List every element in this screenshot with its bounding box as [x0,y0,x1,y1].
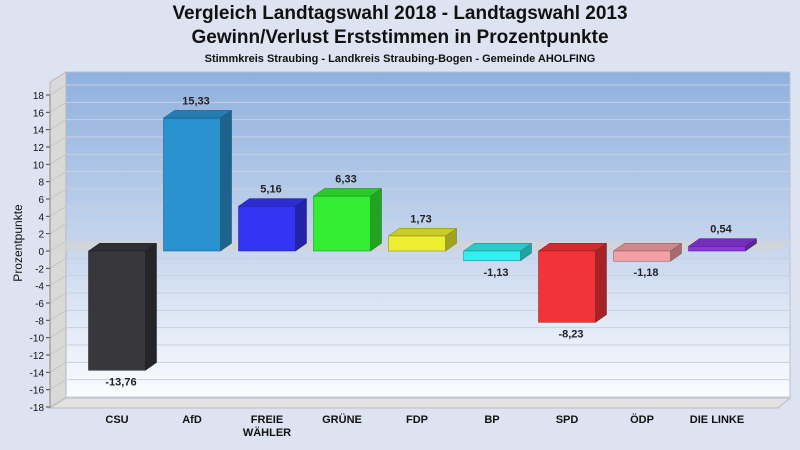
category-label: AfD [182,414,202,426]
category-label: WÄHLER [243,426,291,439]
grid-line-side [49,309,67,321]
plot-floor [48,397,792,409]
y-tick-label: 8 [38,178,44,189]
value-label: -1,13 [483,267,508,279]
bar-side [595,242,607,323]
chart-title-2: Gewinn/Verlust Erststimmen in Prozentpun… [191,27,609,48]
value-label: -8,23 [558,328,583,340]
y-tick-label: -10 [30,334,45,345]
bar-8 [687,238,758,252]
bar-front [688,246,746,252]
grid-line-side [49,275,67,287]
bar-6 [537,242,608,323]
y-tick-label: -2 [35,264,44,275]
grid-line-side [49,84,67,96]
bar-front [463,250,521,262]
bar-front [388,235,446,252]
grid-line-side [49,327,67,339]
bar-front [238,206,296,252]
chart-title: Vergleich Landtagswahl 2018 - Landtagswa… [172,3,628,24]
grid-line-side [49,153,67,165]
value-label: -13,76 [105,376,136,388]
y-tick-label: 10 [33,160,45,171]
bar-top [612,243,683,252]
bar-top [387,228,458,237]
bar-0 [87,242,158,371]
grid-line-side [49,119,67,131]
y-tick-label: 0 [38,247,44,258]
grid-line-side [49,379,67,391]
bar-top [162,110,233,119]
category-label: BP [484,414,499,426]
grid-line-side [49,361,67,373]
category-label: SPD [556,414,579,426]
y-tick-label: -8 [35,316,44,327]
grid-line-side [49,257,67,269]
bar-front [613,250,671,262]
plot-left-wall [49,71,67,409]
bar-1 [162,109,233,252]
bar-2 [237,198,308,252]
bar-top [87,243,158,252]
bar-top [687,238,758,247]
grid-line-side [49,223,67,235]
y-tick-label: 6 [38,195,44,206]
grid-line-side [49,101,67,113]
bar-front [538,250,596,323]
value-label: 6,33 [335,173,356,185]
category-label: FREIE [251,414,283,426]
y-tick-label: -6 [35,299,44,310]
bar-side [370,187,382,252]
y-axis-label: Prozentpunkte [11,204,25,282]
bar-top [312,188,383,197]
chart-subtitle: Stimmkreis Straubing - Landkreis Straubi… [204,53,596,65]
category-label: GRÜNE [322,413,362,426]
value-label: 0,54 [710,224,732,236]
chart-title-block: Vergleich Landtagswahl 2018 - Landtagswa… [0,2,800,66]
grid-line-side [49,171,67,183]
grid-line-side [49,188,67,200]
grid-line-side [49,396,67,408]
category-label: ÖDP [630,413,654,426]
bar-side [220,109,232,252]
y-tick-label: -14 [30,368,45,379]
bar-5 [462,242,533,262]
value-label: -1,18 [633,267,658,279]
y-tick-label: 2 [38,230,44,241]
y-tick-label: 14 [33,126,45,137]
value-label: 15,33 [182,95,210,107]
grid-line-side [49,205,67,217]
bar-front [88,250,146,371]
bar-top [537,243,608,252]
bar-3 [312,187,383,252]
bar-front [163,117,221,252]
value-label: 1,73 [410,213,431,225]
y-tick-label: 18 [33,91,45,102]
bar-side [145,242,157,371]
y-tick-label: 12 [33,143,45,154]
y-tick-label: 4 [38,212,44,223]
bar-7 [612,242,683,262]
y-tick-label: -12 [30,351,45,362]
bar-top [237,198,308,207]
category-label: CSU [105,414,128,426]
y-tick-label: 16 [33,108,45,119]
bar-4 [387,227,458,252]
grid-line-side [49,292,67,304]
value-label: 5,16 [260,184,281,196]
y-tick-label: -4 [35,282,44,293]
category-label: FDP [406,414,428,426]
grid-line-side [49,136,67,148]
y-tick-label: -18 [30,403,45,414]
grid-line-side [49,344,67,356]
category-label: DIE LINKE [690,414,744,426]
bar-top [462,243,533,252]
y-tick-label: -16 [30,386,45,397]
bar-front [313,195,371,252]
bar-side [295,198,307,252]
